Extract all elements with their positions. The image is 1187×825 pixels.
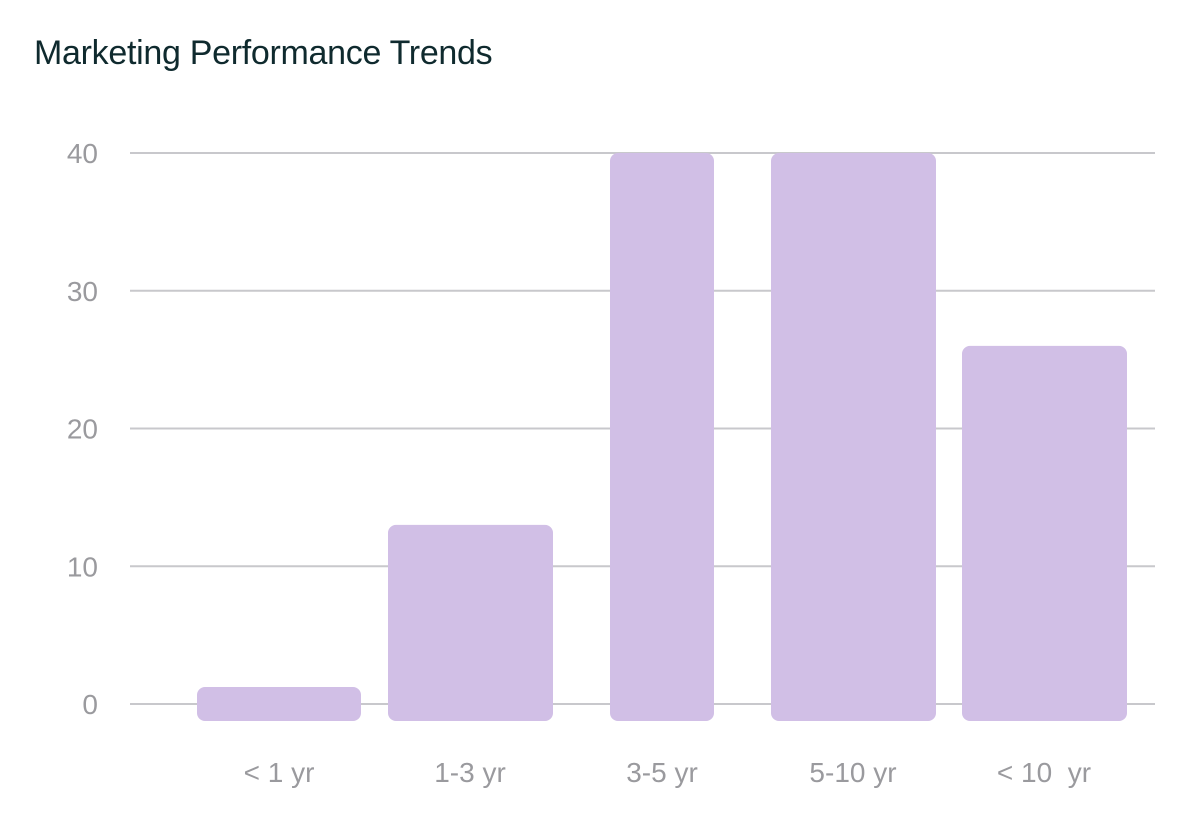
x-axis-ticks: < 1 yr 1-3 yr 3-5 yr 5-10 yr < 10 yr	[244, 757, 1091, 788]
y-tick-label: 10	[67, 551, 98, 582]
y-tick-label: 20	[67, 414, 98, 445]
y-tick-label: 40	[67, 138, 98, 169]
y-tick-label: 0	[82, 689, 98, 720]
y-tick-label: 30	[67, 276, 98, 307]
x-tick-label: < 1 yr	[244, 757, 315, 788]
bar-4	[962, 345, 1127, 721]
x-tick-label: 1-3 yr	[434, 757, 506, 788]
chart-title: Marketing Performance Trends	[34, 34, 493, 72]
x-tick-label: < 10 yr	[997, 757, 1091, 788]
bar-0	[197, 687, 361, 721]
y-axis-ticks: 0 10 20 30 40	[67, 138, 98, 720]
bar-2	[610, 153, 714, 721]
x-tick-label: 3-5 yr	[626, 757, 698, 788]
x-tick-label: 5-10 yr	[809, 757, 896, 788]
bar-3	[771, 153, 936, 721]
bars	[197, 153, 1127, 721]
bar-1	[388, 524, 553, 721]
